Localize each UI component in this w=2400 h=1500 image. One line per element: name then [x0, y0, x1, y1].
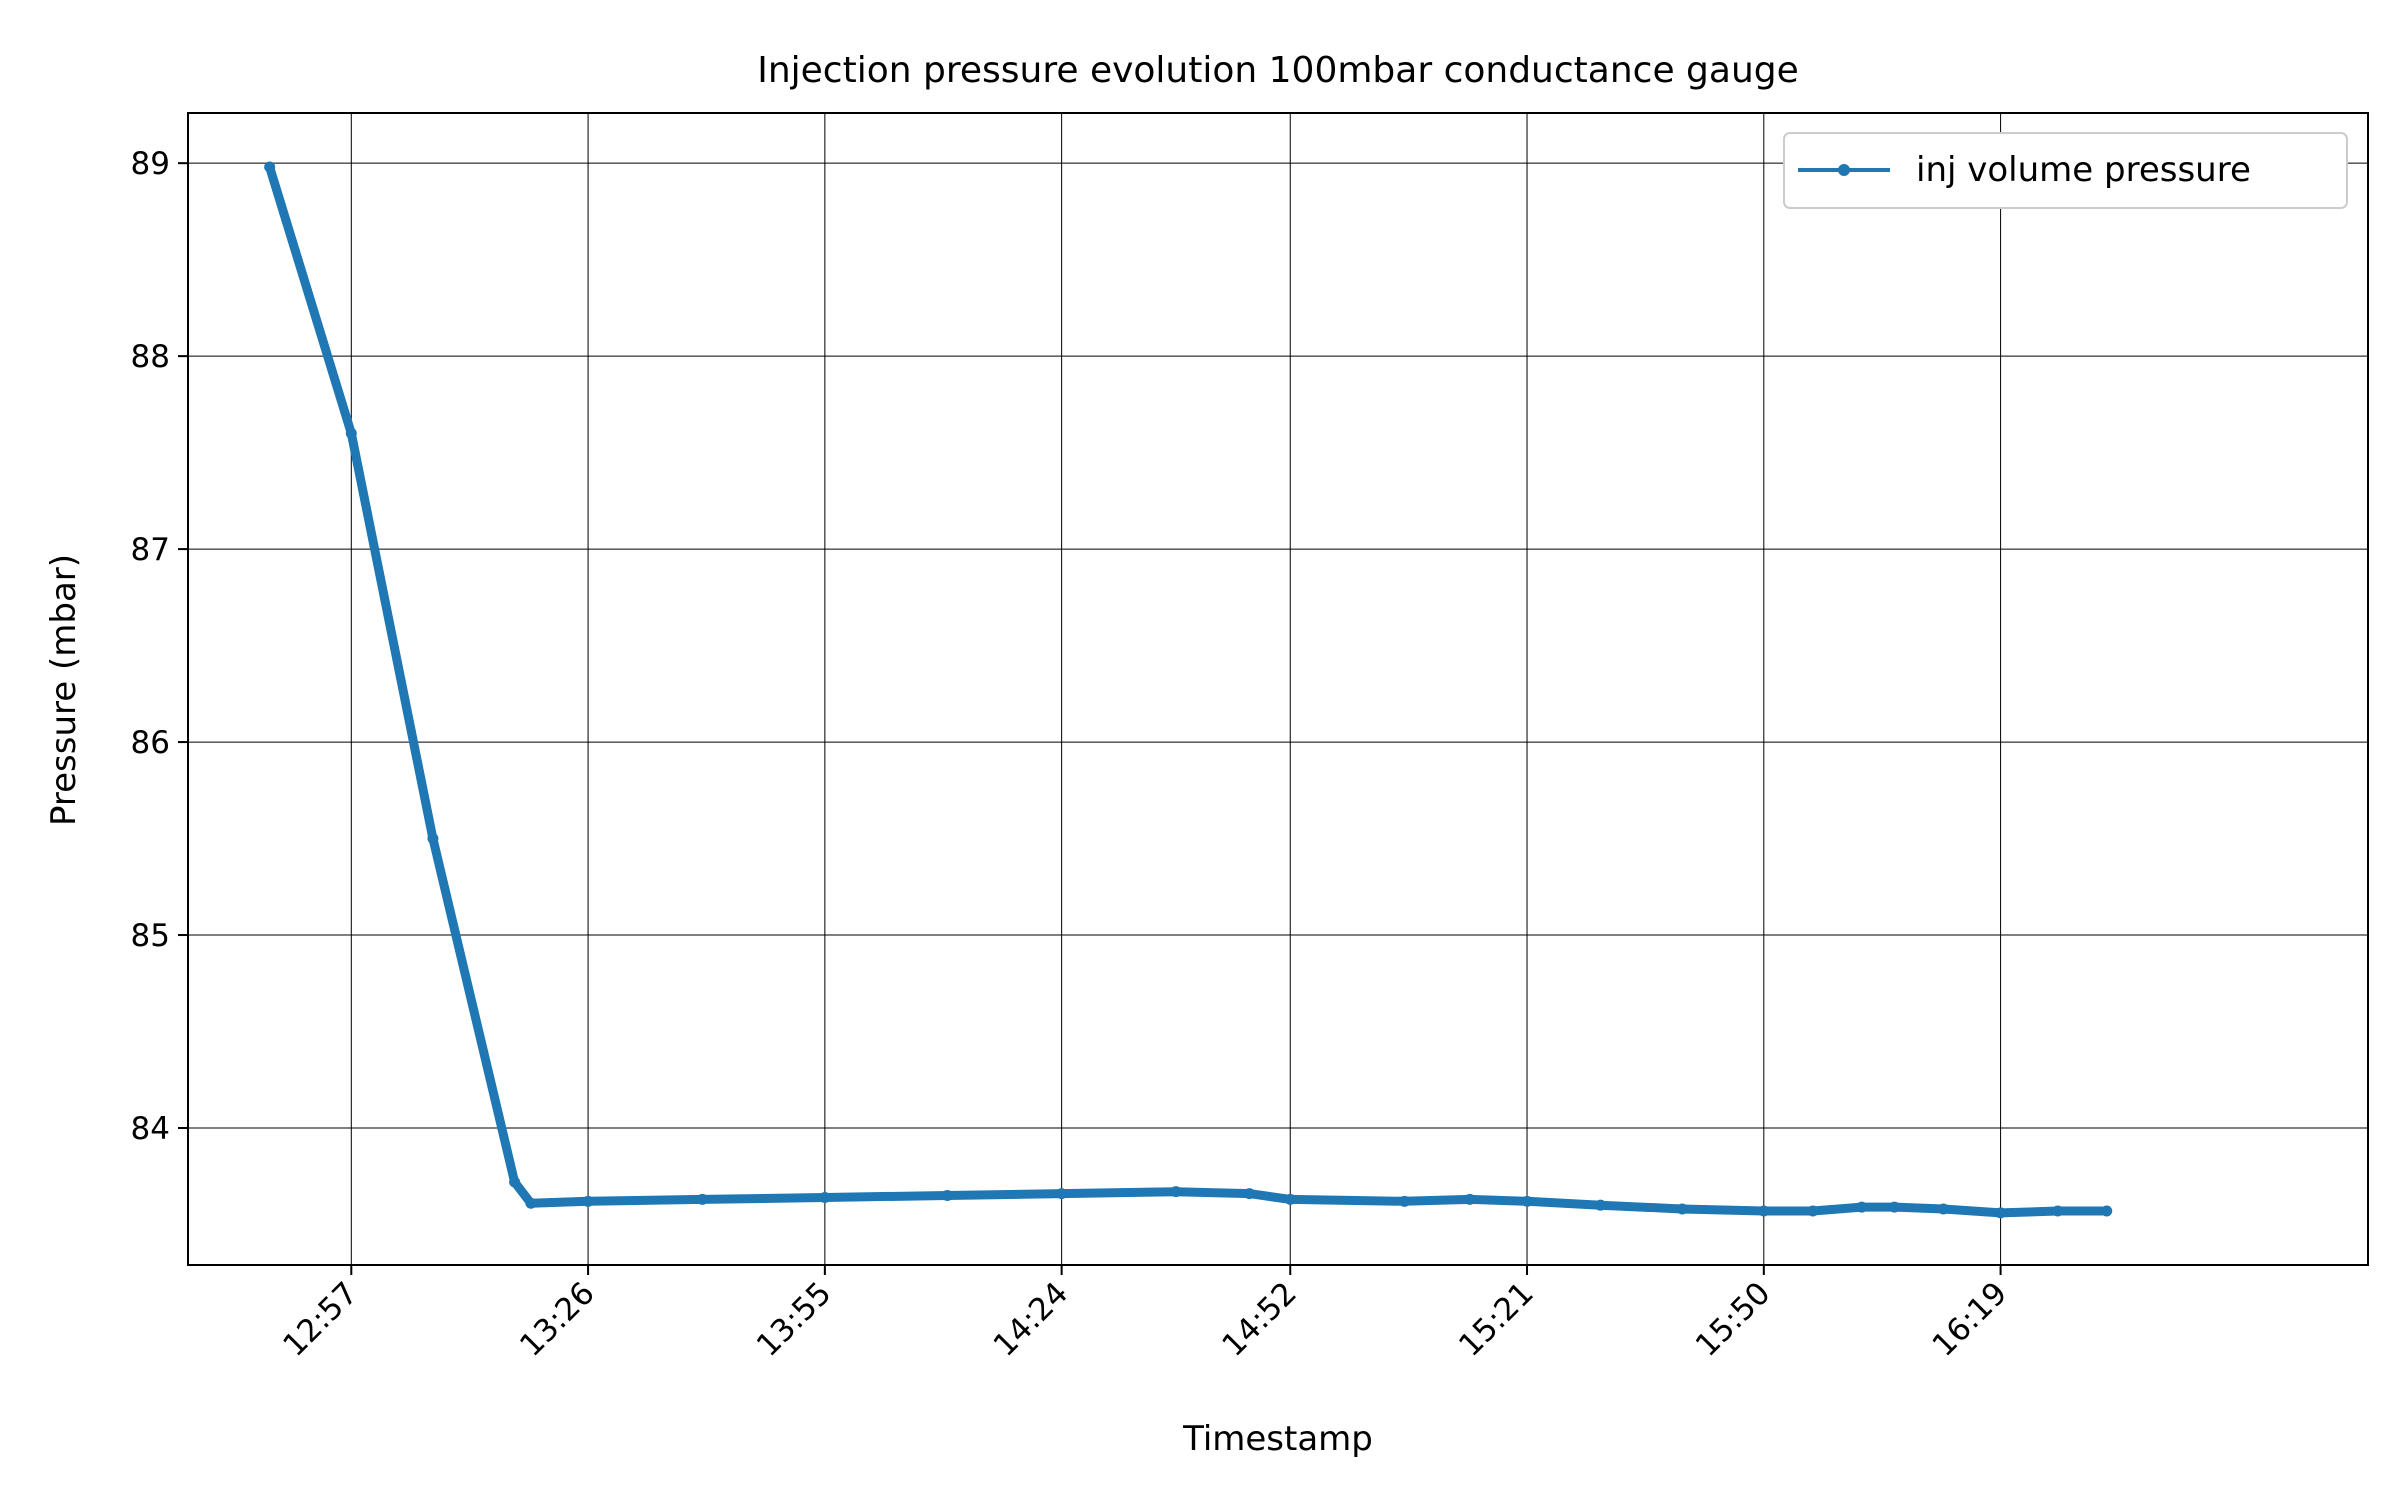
- data-point: [264, 161, 276, 173]
- y-axis-label: Pressure (mbar): [44, 554, 84, 826]
- data-point: [509, 1176, 521, 1188]
- data-point: [1807, 1205, 1819, 1217]
- data-point: [1937, 1203, 1949, 1215]
- data-point: [1056, 1188, 1068, 1200]
- data-point: [1676, 1203, 1688, 1215]
- data-point: [2101, 1205, 2113, 1217]
- legend-point-marker: [1838, 164, 1850, 176]
- y-tick-label: 84: [131, 1111, 170, 1147]
- data-point: [1399, 1195, 1411, 1207]
- y-tick-label: 89: [131, 146, 170, 182]
- chart-title: Injection pressure evolution 100mbar con…: [757, 50, 1799, 91]
- data-point: [525, 1197, 537, 1209]
- data-point: [1243, 1188, 1255, 1200]
- data-point: [696, 1193, 708, 1205]
- legend: inj volume pressure: [1783, 132, 2348, 209]
- data-point: [345, 427, 357, 439]
- data-point: [1856, 1201, 1868, 1213]
- x-axis-label: Timestamp: [1182, 1419, 1373, 1459]
- data-point: [1995, 1207, 2007, 1219]
- legend-box: [1783, 132, 2348, 209]
- data-point: [941, 1190, 953, 1202]
- data-point: [1464, 1193, 1476, 1205]
- y-tick-label: 87: [131, 532, 170, 568]
- data-point: [1888, 1201, 1900, 1213]
- data-point: [582, 1195, 594, 1207]
- data-point: [427, 833, 439, 845]
- series-layer: [264, 161, 2113, 1219]
- y-tick-label: 86: [131, 725, 170, 761]
- legend-label: inj volume pressure: [1916, 150, 2251, 190]
- data-point: [1170, 1186, 1182, 1198]
- data-point: [1758, 1205, 1770, 1217]
- data-point: [819, 1191, 831, 1203]
- data-point: [1284, 1193, 1296, 1205]
- plot-frame: [187, 112, 2369, 1266]
- data-point: [1595, 1199, 1607, 1211]
- data-point: [1521, 1195, 1533, 1207]
- data-point: [2052, 1205, 2064, 1217]
- y-tick-label: 85: [131, 918, 170, 954]
- y-tick-label: 88: [131, 339, 170, 375]
